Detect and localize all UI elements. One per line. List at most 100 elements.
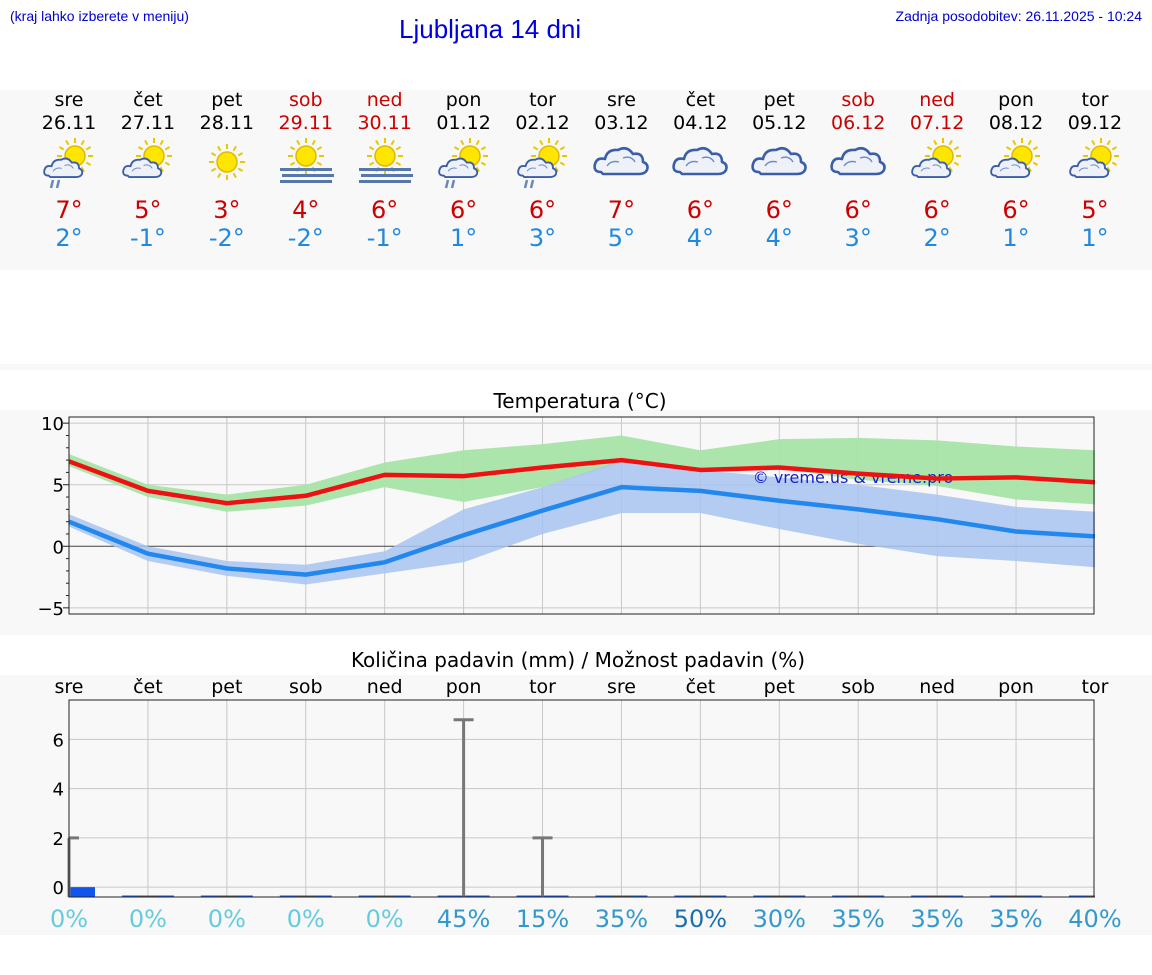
day-name: pon bbox=[998, 89, 1034, 111]
day-name: pet bbox=[211, 89, 243, 111]
cloud-icon bbox=[591, 138, 651, 190]
x-category-label: tor bbox=[529, 676, 556, 698]
day-name: pon bbox=[445, 89, 482, 111]
x-category-label: tor bbox=[1082, 676, 1109, 698]
y-tick-label: 6 bbox=[53, 730, 64, 751]
day-date: 28.11 bbox=[199, 112, 255, 134]
y-tick-label: 4 bbox=[53, 780, 64, 801]
cloud-icon bbox=[670, 138, 730, 190]
sun-cloud-rain-icon bbox=[434, 138, 494, 190]
x-category-label: čet bbox=[133, 676, 163, 698]
min-temp: 2° bbox=[55, 224, 83, 252]
min-temp: 4° bbox=[686, 224, 714, 252]
max-temp: 6° bbox=[528, 196, 557, 224]
precipitation-chart-title: Količina padavin (mm) / Možnost padavin … bbox=[351, 648, 805, 672]
min-temp: 3° bbox=[844, 224, 872, 252]
day-date: 05.12 bbox=[752, 112, 807, 134]
min-temp: 4° bbox=[765, 224, 793, 252]
day-date: 02.12 bbox=[515, 112, 570, 134]
precip-bar bbox=[69, 887, 95, 897]
day-name: ned bbox=[366, 89, 403, 111]
x-category-label: ned bbox=[919, 676, 955, 698]
max-temp: 6° bbox=[844, 196, 872, 224]
watermark: © vreme.us & vreme.pro bbox=[753, 468, 954, 487]
x-category-label: sob bbox=[841, 676, 875, 698]
precip-probability: 40% bbox=[1068, 905, 1121, 933]
day-name: sre bbox=[606, 89, 636, 111]
y-tick-label: 10 bbox=[41, 414, 64, 435]
max-temp: 6° bbox=[765, 196, 793, 224]
precip-probability: 45% bbox=[437, 905, 490, 933]
min-temp: 3° bbox=[528, 224, 557, 252]
y-tick-label: 5 bbox=[53, 476, 64, 497]
cloud-icon bbox=[749, 138, 809, 190]
page-title: Ljubljana 14 dni bbox=[399, 14, 582, 44]
precip-probability: 0% bbox=[287, 905, 325, 933]
y-tick-label: 0 bbox=[53, 537, 64, 558]
temperature-chart-title: Temperatura (°C) bbox=[492, 389, 666, 413]
x-category-label: sob bbox=[289, 676, 323, 698]
precip-probability: 0% bbox=[50, 905, 88, 933]
precip-probability: 50% bbox=[674, 905, 727, 933]
day-date: 01.12 bbox=[436, 112, 491, 134]
day-name: sob bbox=[288, 89, 323, 111]
min-temp-band bbox=[69, 460, 1095, 585]
x-category-label: pon bbox=[446, 676, 482, 698]
max-temp: 6° bbox=[449, 196, 478, 224]
precip-probability: 0% bbox=[129, 905, 167, 933]
max-temp: 7° bbox=[607, 196, 636, 224]
max-temp: 6° bbox=[1002, 196, 1030, 224]
x-category-label: sre bbox=[55, 676, 84, 698]
x-category-label: ned bbox=[367, 676, 403, 698]
precip-probability: 0% bbox=[366, 905, 404, 933]
forecast-strip bbox=[0, 90, 1152, 270]
max-temp: 5° bbox=[1081, 196, 1109, 224]
precip-probability: 15% bbox=[516, 905, 569, 933]
sun-cloud-rain-icon bbox=[39, 138, 99, 190]
day-name: sre bbox=[54, 89, 84, 111]
temperature-plot-frame bbox=[68, 416, 1095, 615]
sun-cloud-icon bbox=[907, 138, 967, 190]
x-category-label: sre bbox=[607, 676, 636, 698]
min-temp: -2° bbox=[208, 224, 245, 252]
day-name: tor bbox=[1081, 89, 1109, 111]
sun-cloud-icon bbox=[118, 138, 178, 190]
day-date: 06.12 bbox=[830, 112, 886, 134]
precip-probability: 35% bbox=[989, 905, 1042, 933]
separator-band bbox=[0, 364, 1152, 370]
day-date: 09.12 bbox=[1067, 112, 1123, 134]
day-date: 08.12 bbox=[988, 112, 1044, 134]
sun-fog-icon bbox=[276, 138, 336, 190]
min-temp: 1° bbox=[1081, 224, 1109, 252]
sun-fog-icon bbox=[355, 138, 415, 190]
max-temp: 4° bbox=[292, 196, 320, 224]
max-temp: 6° bbox=[371, 196, 399, 224]
min-temp: 2° bbox=[923, 224, 951, 252]
max-temp: 3° bbox=[213, 196, 241, 224]
day-date: 26.11 bbox=[41, 112, 97, 134]
min-temp: -1° bbox=[366, 224, 403, 252]
max-temp: 6° bbox=[923, 196, 951, 224]
precip-bar bbox=[1068, 895, 1095, 897]
min-temp: 5° bbox=[607, 224, 636, 252]
precip-probability: 0% bbox=[208, 905, 246, 933]
sun-cloud-icon bbox=[1065, 138, 1125, 190]
x-category-label: pet bbox=[764, 676, 795, 698]
sun-cloud-rain-icon bbox=[513, 138, 573, 190]
x-category-label: pet bbox=[211, 676, 242, 698]
max-temp: 5° bbox=[134, 196, 162, 224]
day-date: 07.12 bbox=[909, 112, 965, 134]
day-date: 03.12 bbox=[594, 112, 649, 134]
day-date: 29.11 bbox=[278, 112, 333, 134]
last-update: Zadnja posodobitev: 26.11.2025 - 10:24 bbox=[895, 8, 1142, 24]
location-hint: (kraj lahko izberete v meniju) bbox=[10, 8, 189, 24]
sun-cloud-icon bbox=[986, 138, 1046, 190]
precip-probability: 30% bbox=[753, 905, 806, 933]
x-category-label: pon bbox=[998, 676, 1034, 698]
day-name: tor bbox=[529, 89, 556, 111]
precip-probability: 35% bbox=[832, 905, 885, 933]
day-date: 04.12 bbox=[673, 112, 728, 134]
min-temp-line bbox=[68, 484, 1096, 577]
min-temp: -2° bbox=[287, 224, 324, 252]
